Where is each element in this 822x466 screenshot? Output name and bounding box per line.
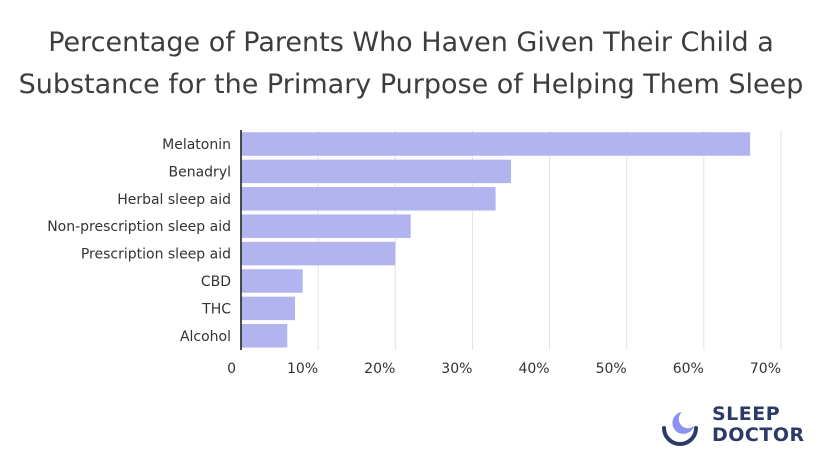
category-label: Benadryl [169, 164, 232, 180]
x-tick-label: 70% [750, 361, 781, 377]
chart-title-line-1: Percentage of Parents Who Haven Given Th… [48, 27, 774, 58]
x-tick-label: 40% [518, 361, 549, 377]
bar [241, 296, 295, 321]
category-label: Melatonin [162, 137, 231, 153]
bar [241, 269, 303, 293]
bar-chart: Melatonin Benadryl Herbal sleep aid Non-pre… [47, 130, 782, 377]
bar [241, 187, 496, 211]
category-label: Herbal sleep aid [117, 192, 231, 208]
x-tick-label: 60% [673, 361, 704, 377]
bar [241, 132, 751, 156]
category-label: CBD [201, 274, 231, 290]
brand-line-1: SLEEP [712, 403, 781, 425]
sleep-doctor-logo: SLEEP DOCTOR [660, 402, 810, 450]
x-tick-label: 10% [287, 361, 318, 377]
bar [241, 324, 288, 348]
category-label: THC [201, 301, 231, 317]
category-label: Prescription sleep aid [81, 247, 231, 263]
bar [241, 241, 396, 266]
bar [241, 214, 411, 238]
category-label: Alcohol [180, 329, 231, 345]
moon-logo-icon [662, 412, 698, 446]
x-tick-label: 20% [364, 361, 395, 377]
category-label: Non-prescription sleep aid [47, 219, 231, 235]
brand-line-2: DOCTOR [712, 424, 805, 446]
chart-title-line-2: Substance for the Primary Purpose of Hel… [18, 69, 804, 100]
bar [241, 159, 511, 184]
brand-wordmark: SLEEP DOCTOR [712, 404, 805, 446]
x-tick-label: 30% [441, 361, 472, 377]
chart-title: Percentage of Parents Who Haven Given Th… [0, 22, 822, 106]
x-tick-label: 0 [227, 361, 236, 377]
x-tick-label: 50% [596, 361, 627, 377]
